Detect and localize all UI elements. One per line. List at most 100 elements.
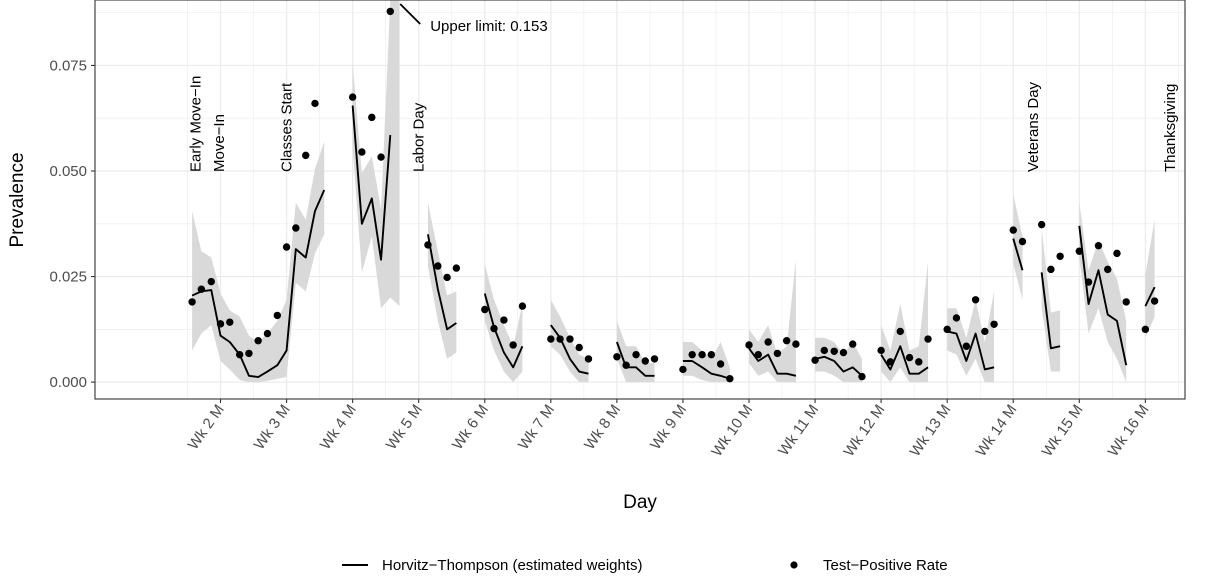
ht-line-segment	[682, 360, 731, 380]
test-positive-point	[1104, 265, 1112, 274]
ht-line-segment	[748, 347, 797, 377]
test-positive-point	[254, 337, 262, 345]
test-positive-point	[1113, 249, 1121, 258]
test-positive-point	[622, 361, 630, 369]
test-positive-point	[188, 298, 196, 306]
test-positive-point	[641, 357, 649, 365]
test-positive-point	[773, 349, 782, 358]
ci-band	[1013, 194, 1023, 300]
grid-minor	[95, 0, 1185, 399]
test-positive-point	[500, 316, 508, 324]
test-positive-point	[226, 318, 234, 326]
test-positive-point	[632, 350, 640, 359]
test-positive-point	[207, 277, 215, 286]
ht-line-segment	[550, 324, 589, 375]
test-positive-point	[1009, 226, 1017, 234]
y-tick-label: 0.075	[49, 57, 87, 74]
ht-line-segment	[1012, 238, 1024, 271]
test-positive-point	[830, 347, 838, 355]
test-positive-point	[443, 273, 451, 282]
test-positive-point	[943, 325, 951, 334]
test-positive-point	[990, 320, 998, 328]
test-positive-point	[792, 340, 800, 348]
ht-line-segment	[483, 293, 524, 369]
test-positive-point	[245, 349, 253, 358]
test-positive-point	[424, 241, 432, 249]
test-positive-point	[1084, 278, 1093, 286]
event-label: Classes Start	[279, 82, 296, 172]
test-positive-point	[952, 314, 961, 322]
test-positive-point	[1122, 298, 1130, 306]
test-positive-point	[386, 7, 394, 16]
y-tick-label: 0.050	[49, 163, 87, 180]
test-positive-point	[971, 296, 980, 304]
test-positive-point	[1075, 247, 1084, 255]
test-positive-point	[820, 346, 829, 355]
test-positive-point	[1141, 325, 1150, 334]
test-positive-point	[452, 264, 461, 272]
x-tick-label: Wk 12 M	[841, 402, 889, 460]
x-tick-label: Wk 6 M	[449, 402, 492, 453]
test-positive-point	[302, 151, 310, 160]
ci-band	[427, 202, 457, 359]
panel-border	[94, 0, 1186, 400]
test-positive-point	[877, 346, 885, 355]
test-positive-point	[716, 360, 725, 368]
event-label: Veterans Day	[1025, 81, 1042, 172]
test-positive-point	[754, 350, 762, 359]
test-positive-point	[613, 353, 621, 361]
test-positive-point	[556, 335, 564, 343]
test-positive-point	[839, 348, 848, 357]
x-axis-title: Day	[623, 492, 657, 513]
y-tick-label: 0.025	[49, 269, 87, 286]
test-positive-point	[726, 375, 734, 383]
test-positive-point	[896, 327, 904, 336]
test-positive-point	[311, 99, 319, 108]
test-positive-point	[962, 342, 971, 350]
test-positive-point	[1037, 220, 1046, 229]
y-tick-label: 0.000	[49, 374, 87, 391]
test-positive-point	[216, 320, 225, 328]
test-positive-point	[273, 311, 282, 320]
x-tick-label: Wk 15 M	[1039, 402, 1087, 460]
test-positive-point	[263, 329, 272, 338]
test-positive-point	[1094, 242, 1103, 250]
x-tick-label: Wk 8 M	[581, 402, 624, 453]
event-labels: Early Move−In Move−In Classes Start Labor D…	[187, 76, 1178, 172]
ci-band	[881, 261, 929, 383]
test-positive-point	[368, 113, 376, 122]
x-tick-label: Wk 3 M	[251, 402, 294, 453]
test-positive-point	[358, 148, 366, 156]
test-positive-point	[849, 340, 857, 348]
test-positive-point	[688, 350, 696, 359]
event-label: Labor Day	[411, 102, 428, 172]
x-tick-label: Wk 2 M	[185, 402, 228, 453]
ci-band	[352, 0, 400, 309]
legend: Horvitz−Thompson (estimated weights) Tes…	[342, 557, 948, 574]
test-positive-point	[575, 343, 583, 352]
ci-band	[192, 141, 325, 383]
ht-line-segment	[1144, 286, 1156, 307]
test-positive-point	[811, 356, 819, 364]
test-positive-point	[745, 341, 753, 349]
test-positive-point	[858, 372, 866, 381]
test-positive-point	[1047, 265, 1055, 274]
test-positive-point	[1018, 237, 1027, 246]
legend-point-key	[790, 561, 798, 569]
test-positive-point	[886, 358, 895, 366]
upper-limit-label: Upper limit: 0.153	[430, 18, 548, 35]
x-tick-label: Wk 4 M	[317, 402, 360, 453]
ht-line-segment	[615, 341, 655, 377]
legend-line-label: Horvitz−Thompson (estimated weights)	[382, 557, 643, 574]
test-positive-point	[434, 262, 442, 270]
ht-line-segment	[427, 234, 457, 331]
test-positive-point	[509, 341, 517, 349]
x-tick-label: Wk 10 M	[708, 402, 756, 460]
test-positive-point	[698, 350, 706, 359]
ht-line-segment	[191, 189, 326, 378]
test-positive-point	[707, 350, 716, 359]
test-positive-point	[679, 365, 687, 374]
event-label: Early Move−In	[187, 76, 204, 172]
test-positive-point	[1056, 252, 1064, 260]
